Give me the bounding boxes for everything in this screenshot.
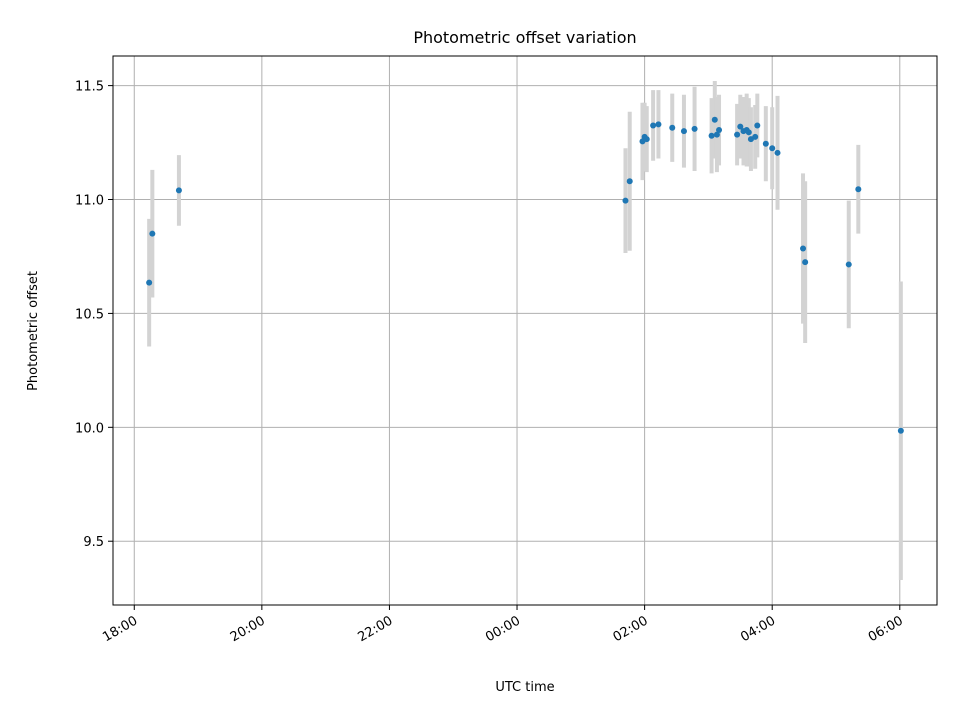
data-point	[716, 127, 723, 134]
x-tick-label: 02:00	[611, 613, 651, 645]
data-point	[713, 131, 720, 138]
chart-title: Photometric offset variation	[413, 28, 636, 47]
plot-frame	[112, 55, 938, 606]
grid	[113, 56, 937, 605]
x-tick-label: 06:00	[866, 613, 906, 645]
data-points	[146, 116, 904, 434]
data-point	[708, 132, 715, 139]
y-tick-label: 10.5	[75, 307, 104, 322]
data-point	[146, 279, 153, 286]
data-point	[897, 427, 904, 434]
data-point	[752, 133, 759, 140]
x-axis-label: UTC time	[495, 680, 554, 695]
x-tick-label: 04:00	[738, 613, 778, 645]
y-axis-label: Photometric offset	[26, 271, 41, 391]
data-point	[855, 186, 862, 193]
y-tick-label: 9.5	[83, 535, 104, 550]
x-axis-ticks: 18:00 20:00 22:00 00:00 02:00 04:00 06:00	[100, 605, 906, 645]
y-tick-label: 11.5	[75, 80, 104, 95]
data-point	[800, 245, 807, 252]
x-tick-label: 20:00	[228, 613, 268, 645]
data-point	[691, 125, 698, 132]
data-point	[643, 136, 650, 143]
y-axis-ticks: 9.5 10.0 10.5 11.0 11.5	[75, 80, 113, 550]
data-point	[622, 197, 629, 204]
x-tick-label: 00:00	[483, 613, 523, 645]
x-tick-label: 18:00	[100, 613, 140, 645]
data-point	[762, 140, 769, 147]
data-point	[737, 123, 744, 130]
data-point	[175, 187, 182, 194]
data-point	[626, 178, 633, 185]
data-point	[734, 131, 741, 138]
data-point	[774, 149, 781, 156]
data-point	[802, 259, 809, 266]
data-point	[845, 261, 852, 268]
y-tick-label: 11.0	[75, 194, 104, 209]
data-point	[745, 129, 752, 136]
data-point	[754, 122, 761, 129]
data-point	[769, 145, 776, 152]
data-point	[680, 128, 687, 135]
data-point	[655, 121, 662, 128]
data-point	[149, 230, 156, 237]
data-point	[669, 124, 676, 131]
x-tick-label: 22:00	[355, 613, 395, 645]
data-point	[650, 122, 657, 129]
data-point	[711, 116, 718, 123]
y-tick-label: 10.0	[75, 421, 104, 436]
